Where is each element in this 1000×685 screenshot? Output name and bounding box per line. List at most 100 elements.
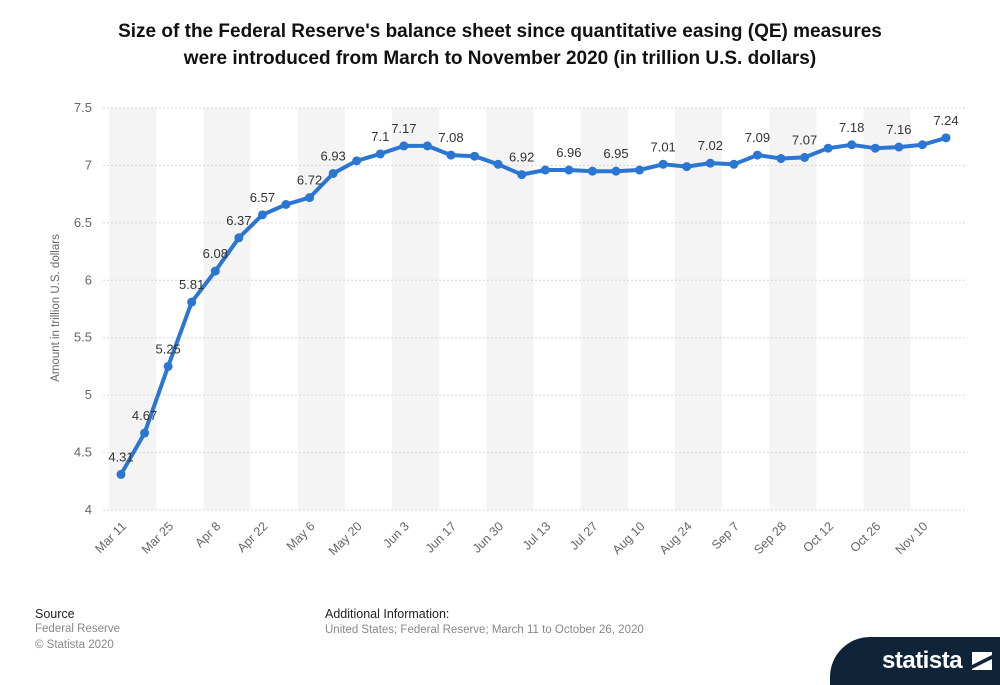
data-label: 7.09	[745, 130, 770, 145]
data-label: 7.07	[792, 132, 817, 147]
data-point	[540, 165, 550, 175]
x-tick-label: Apr 8	[192, 519, 223, 550]
data-point	[116, 469, 126, 479]
data-label: 6.57	[250, 190, 275, 205]
data-point	[658, 159, 668, 169]
y-tick-label: 5.5	[74, 330, 92, 345]
additional-info-block: Additional Information: United States; F…	[325, 607, 644, 639]
data-point	[187, 297, 197, 307]
x-tick-label: Apr 22	[235, 519, 271, 555]
x-tick-label: Aug 10	[610, 519, 648, 557]
background-band	[863, 108, 911, 510]
statista-logo-icon	[972, 652, 992, 670]
data-label: 7.17	[391, 121, 416, 136]
data-point	[611, 166, 621, 176]
x-tick-label: Mar 11	[92, 519, 129, 556]
data-point	[941, 133, 951, 143]
data-label: 6.37	[226, 213, 251, 228]
data-point	[352, 156, 362, 166]
data-point	[917, 140, 927, 150]
data-label: 5.81	[179, 277, 204, 292]
data-point	[328, 168, 338, 178]
x-tick-label: Mar 25	[139, 519, 176, 556]
data-label: 5.25	[155, 341, 180, 356]
line-chart: 4 4.5 5 5.5 6 6.57 7.5 Mar 11 Mar 25 Apr 8 Apr 22…	[50, 100, 965, 558]
data-label: 7.01	[650, 139, 675, 154]
x-tick-label: Oct 12	[800, 519, 836, 555]
data-point	[870, 143, 880, 153]
background-band	[203, 108, 251, 510]
background-band	[109, 108, 157, 510]
data-label: 6.92	[509, 150, 534, 165]
y-tick-label: 4.5	[74, 445, 92, 460]
statista-logo[interactable]: statista	[830, 637, 1000, 685]
additional-info-text: United States; Federal Reserve; March 11…	[325, 624, 644, 636]
background-band	[297, 108, 345, 510]
data-point	[375, 149, 385, 159]
source-name[interactable]: Federal Reserve	[35, 623, 121, 635]
chart-title-line-1: Size of the Federal Reserve's balance sh…	[118, 21, 882, 42]
copyright[interactable]: © Statista 2020	[35, 639, 114, 651]
x-tick-label: Jun 17	[423, 519, 459, 555]
x-tick-label: Jun 3	[380, 519, 412, 551]
source-heading: Source	[35, 607, 75, 621]
data-label: 6.08	[203, 246, 228, 261]
data-label: 7.16	[886, 122, 911, 137]
x-tick-label: Sep 28	[751, 519, 789, 557]
y-axis-title: Amount in trillion U.S. dollars	[50, 234, 62, 382]
data-point	[163, 361, 173, 371]
data-point	[493, 159, 503, 169]
additional-info-heading[interactable]: Additional Information:	[325, 607, 450, 621]
y-tick-label: 7.5	[74, 100, 92, 115]
data-point	[470, 151, 480, 161]
data-points	[116, 133, 951, 479]
data-label: 7.18	[839, 120, 864, 135]
data-point	[587, 166, 597, 176]
x-tick-label: Jun 30	[470, 519, 506, 555]
data-point	[729, 159, 739, 169]
data-label: 7.24	[933, 113, 958, 128]
data-point	[140, 428, 150, 438]
source-block: Source Federal Reserve © Statista 2020	[35, 607, 120, 653]
x-tick-label: Jul 27	[567, 519, 601, 553]
x-tick-label: Sep 7	[709, 519, 742, 552]
chart-title-line-2: were introduced from March to November 2…	[183, 48, 817, 69]
data-labels: 4.314.675.255.816.086.376.576.726.937.17…	[108, 113, 958, 465]
data-point	[305, 193, 315, 203]
x-tick-label: May 20	[326, 519, 365, 558]
background-band	[674, 108, 723, 510]
data-label: 6.96	[556, 145, 581, 160]
data-label: 4.67	[132, 408, 157, 423]
data-point	[847, 140, 857, 150]
data-point	[635, 165, 645, 175]
data-point	[281, 199, 291, 209]
data-point	[422, 141, 432, 151]
data-point	[446, 150, 456, 160]
data-point	[517, 170, 527, 180]
data-point	[894, 142, 904, 152]
data-point	[234, 233, 244, 243]
x-tick-label: Nov 10	[893, 519, 931, 557]
x-tick-label: Jul 13	[520, 519, 554, 553]
data-label: 4.31	[108, 449, 133, 464]
background-band	[392, 108, 440, 510]
y-axis-tick-labels: 4 4.5 5 5.5 6 6.5 7 7.5	[74, 100, 92, 517]
data-point	[800, 152, 810, 162]
data-point	[399, 141, 409, 151]
y-tick-label: 4	[85, 502, 92, 517]
x-tick-label: Oct 26	[847, 519, 883, 555]
data-point	[752, 150, 762, 160]
data-label: 7.08	[438, 130, 463, 145]
data-point	[682, 162, 692, 172]
data-label: 6.93	[320, 148, 345, 163]
data-label: 6.72	[297, 173, 322, 188]
y-tick-label: 6	[85, 272, 92, 287]
data-label: 7.02	[698, 138, 723, 153]
data-label: 7.1	[371, 129, 389, 144]
y-tick-label: 7	[85, 157, 92, 172]
background-band	[769, 108, 817, 510]
chart-title: Size of the Federal Reserve's balance sh…	[40, 18, 960, 72]
y-tick-label: 5	[85, 387, 92, 402]
background-band	[580, 108, 628, 510]
statista-wordmark: statista	[882, 647, 963, 674]
